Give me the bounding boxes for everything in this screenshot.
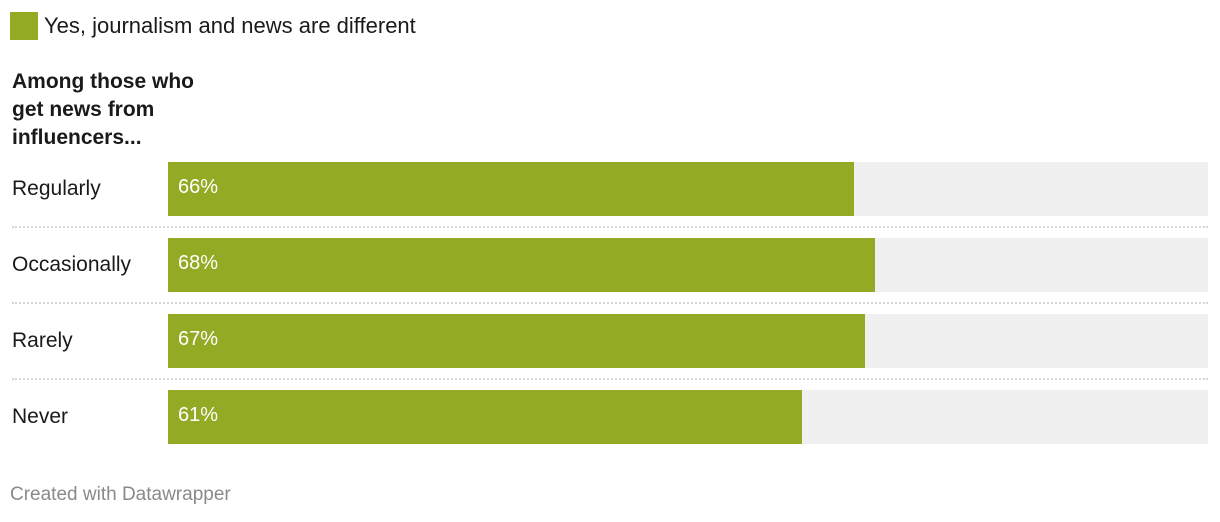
bar-value-label: 68%	[178, 251, 219, 274]
row-divider	[12, 226, 1208, 228]
bar-track: 68%	[168, 238, 1208, 292]
legend-swatch	[10, 12, 38, 40]
bar-value-label: 61%	[178, 403, 219, 426]
legend-label: Yes, journalism and news are different	[44, 13, 416, 38]
bar-row: Rarely 67%	[0, 314, 1220, 368]
bar: 67%	[168, 314, 865, 368]
legend: Yes, journalism and news are different	[10, 12, 416, 40]
bar: 66%	[168, 162, 855, 216]
bar-track: 67%	[168, 314, 1208, 368]
footer-credit: Created with Datawrapper	[10, 484, 231, 505]
category-label: Regularly	[12, 177, 101, 200]
bar-value-label: 67%	[178, 327, 219, 350]
category-label: Rarely	[12, 329, 73, 352]
bar: 68%	[168, 238, 876, 292]
bar-row: Regularly 66%	[0, 162, 1220, 216]
bar: 61%	[168, 390, 803, 444]
bar-row: Never 61%	[0, 390, 1220, 444]
bar-track: 66%	[168, 162, 1208, 216]
row-divider	[12, 378, 1208, 380]
category-label: Occasionally	[12, 253, 132, 276]
group-title: Among those who get news from influencer…	[12, 70, 194, 149]
bar-value-label: 66%	[178, 175, 219, 198]
bar-track: 61%	[168, 390, 1208, 444]
category-label: Never	[12, 405, 69, 428]
row-divider	[12, 302, 1208, 304]
bar-row: Occasionally 68%	[0, 238, 1220, 292]
